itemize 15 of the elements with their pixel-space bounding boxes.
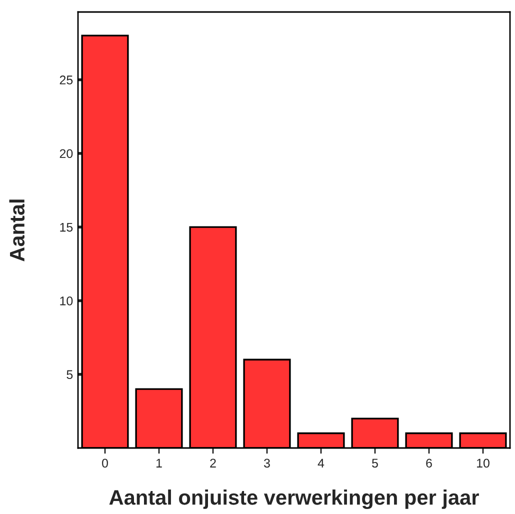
x-tick-label: 1 — [156, 458, 162, 468]
x-tick-label: 5 — [372, 458, 378, 468]
y-tick-label: 15 — [60, 222, 73, 232]
y-tick-label: 10 — [60, 296, 73, 306]
x-axis-title: Aantal onjuiste verwerkingen per jaar — [109, 490, 479, 510]
x-tick-label: 4 — [318, 458, 324, 468]
y-tick-label: 5 — [66, 370, 73, 380]
x-tick-label: 0 — [102, 458, 108, 468]
x-tick-label: 10 — [477, 458, 490, 468]
y-tick-label: 25 — [60, 76, 73, 84]
y-tick-label: 20 — [60, 149, 73, 158]
x-tick-label: 2 — [210, 458, 216, 468]
x-tick-label: 6 — [426, 458, 432, 468]
y-axis-title: Aantal — [9, 200, 25, 262]
x-tick-label: 3 — [264, 458, 270, 468]
